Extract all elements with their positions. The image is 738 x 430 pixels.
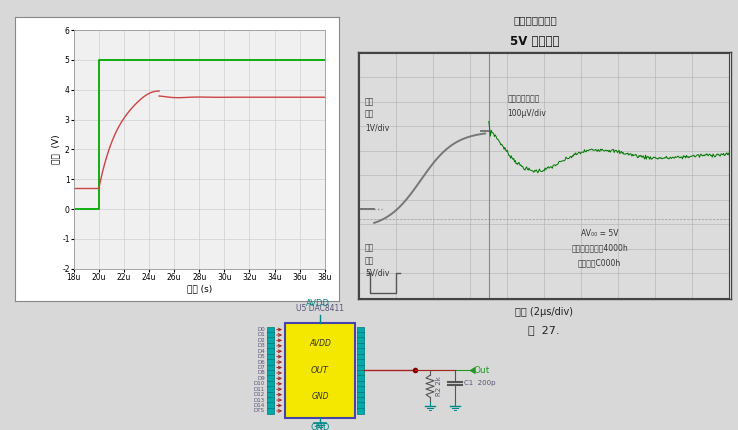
Text: 上升: 上升 bbox=[365, 97, 374, 106]
Text: D11: D11 bbox=[254, 387, 265, 392]
Bar bbox=[357, 332, 364, 338]
Bar bbox=[267, 365, 274, 371]
Text: D6: D6 bbox=[258, 359, 265, 365]
Bar bbox=[357, 408, 364, 414]
Bar bbox=[357, 359, 364, 365]
Text: 5V 上升时间: 5V 上升时间 bbox=[510, 35, 560, 48]
Text: D4: D4 bbox=[258, 349, 265, 354]
Text: D7: D7 bbox=[258, 365, 265, 370]
Text: 图  27.: 图 27. bbox=[528, 325, 559, 335]
Bar bbox=[357, 392, 364, 398]
X-axis label: 时间 (s): 时间 (s) bbox=[187, 285, 212, 294]
Bar bbox=[357, 326, 364, 332]
Text: D9: D9 bbox=[258, 376, 265, 381]
Text: 时间 (2μs/div): 时间 (2μs/div) bbox=[515, 307, 573, 317]
Bar bbox=[267, 370, 274, 376]
Text: Out: Out bbox=[473, 366, 489, 375]
Text: D5: D5 bbox=[258, 354, 265, 359]
Text: GND: GND bbox=[311, 393, 328, 402]
Bar bbox=[357, 370, 364, 376]
Bar bbox=[267, 386, 274, 392]
Text: 脉冲: 脉冲 bbox=[365, 256, 374, 265]
Text: 5V/div: 5V/div bbox=[365, 268, 390, 277]
Text: D8: D8 bbox=[258, 370, 265, 375]
Y-axis label: 电压  (V): 电压 (V) bbox=[52, 135, 61, 164]
Bar bbox=[267, 353, 274, 359]
Bar bbox=[357, 353, 364, 359]
Text: OUT: OUT bbox=[311, 366, 329, 375]
Bar bbox=[357, 338, 364, 344]
Text: D2: D2 bbox=[258, 338, 265, 343]
Bar bbox=[267, 338, 274, 344]
Text: D3: D3 bbox=[258, 343, 265, 348]
Bar bbox=[357, 381, 364, 387]
Text: GND: GND bbox=[310, 423, 330, 430]
Text: D10: D10 bbox=[254, 381, 265, 386]
Bar bbox=[357, 386, 364, 392]
Text: D1: D1 bbox=[258, 332, 265, 338]
Bar bbox=[267, 332, 274, 338]
Bar bbox=[267, 326, 274, 332]
Text: AVDD: AVDD bbox=[309, 339, 331, 348]
Bar bbox=[267, 381, 274, 387]
Bar bbox=[357, 375, 364, 381]
Bar bbox=[267, 343, 274, 349]
Bar bbox=[357, 343, 364, 349]
Text: AVDD: AVDD bbox=[306, 299, 330, 308]
Text: 触发: 触发 bbox=[365, 244, 374, 253]
Bar bbox=[267, 397, 274, 403]
Text: C1  200p: C1 200p bbox=[464, 380, 495, 386]
Text: U5 DAC8411: U5 DAC8411 bbox=[296, 304, 344, 313]
Text: 到代码：C000h: 到代码：C000h bbox=[578, 258, 621, 267]
Text: D12: D12 bbox=[254, 392, 265, 397]
Text: 半量程稳定时间: 半量程稳定时间 bbox=[513, 15, 557, 26]
Bar bbox=[267, 375, 274, 381]
Text: 代码开始位置：4000h: 代码开始位置：4000h bbox=[571, 244, 628, 253]
Bar bbox=[267, 348, 274, 354]
Text: D0: D0 bbox=[258, 327, 265, 332]
Text: DTS: DTS bbox=[254, 408, 265, 413]
Text: 边沿: 边沿 bbox=[365, 109, 374, 118]
Bar bbox=[267, 402, 274, 408]
Bar bbox=[357, 348, 364, 354]
Text: 100μV/div: 100μV/div bbox=[507, 109, 546, 118]
Bar bbox=[357, 402, 364, 408]
Bar bbox=[357, 397, 364, 403]
Text: AV₀₀ = 5V: AV₀₀ = 5V bbox=[581, 229, 618, 238]
Text: 1V/div: 1V/div bbox=[365, 124, 389, 133]
Text: D13: D13 bbox=[254, 398, 265, 402]
Bar bbox=[285, 322, 355, 418]
Text: 已放大上升边沿: 已放大上升边沿 bbox=[507, 95, 539, 104]
Bar bbox=[267, 359, 274, 365]
Bar bbox=[357, 365, 364, 371]
Text: D14: D14 bbox=[254, 403, 265, 408]
Text: R2 2k: R2 2k bbox=[436, 376, 442, 396]
Bar bbox=[267, 408, 274, 414]
Bar bbox=[267, 392, 274, 398]
